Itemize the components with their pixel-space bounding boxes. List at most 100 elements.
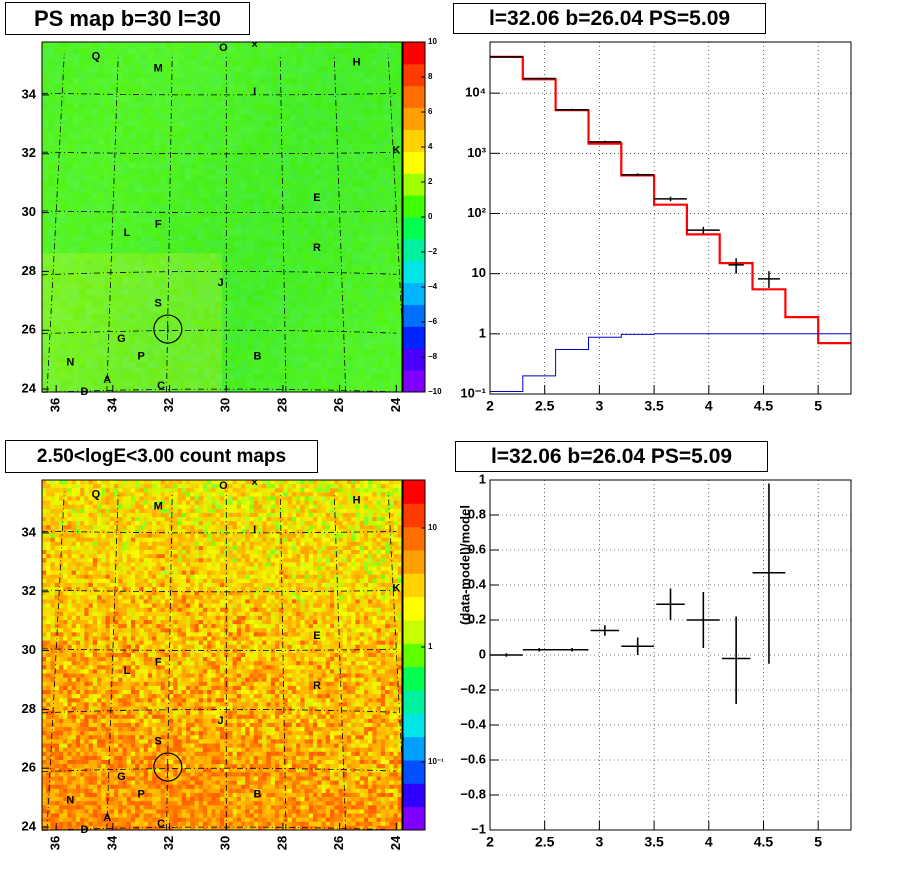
map-pixel — [296, 337, 303, 345]
map-pixel — [97, 217, 105, 224]
map-pixel — [101, 825, 106, 831]
map-pixel — [172, 144, 179, 151]
map-pixel — [240, 78, 248, 85]
map-pixel — [284, 247, 291, 254]
map-pixel — [135, 253, 142, 260]
map-pixel — [122, 241, 130, 248]
map-pixel — [141, 361, 148, 369]
map-pixel — [54, 657, 60, 662]
map-pixel — [91, 72, 99, 79]
map-pixel — [147, 42, 155, 49]
map-pixel — [109, 718, 115, 724]
map-pixel — [42, 809, 47, 814]
map-pixel — [253, 48, 260, 55]
map-pixel — [60, 120, 68, 127]
map-pixel — [42, 313, 49, 320]
map-pixel — [84, 603, 89, 608]
map-pixel — [97, 235, 105, 242]
map-pixel — [358, 126, 366, 133]
map-pixel — [75, 813, 81, 818]
map-pixel — [308, 235, 316, 242]
map-pixel — [109, 665, 115, 670]
map-pixel — [122, 54, 130, 61]
map-pixel — [240, 96, 248, 103]
map-pixel — [50, 587, 56, 592]
map-pixel — [159, 192, 167, 200]
map-pixel — [128, 162, 136, 170]
map-pixel — [85, 229, 92, 236]
map-pixel — [105, 821, 111, 827]
map-pixel — [63, 525, 68, 530]
map-pixel — [135, 325, 142, 332]
map-pixel — [54, 817, 60, 823]
map-pixel — [54, 307, 61, 314]
map-pixel — [101, 710, 106, 716]
map-pixel — [327, 102, 335, 109]
map-pixel — [116, 72, 123, 79]
map-pixel — [222, 102, 229, 109]
map-pixel — [228, 204, 235, 212]
map-pixel — [271, 277, 279, 284]
map-pixel — [259, 138, 266, 145]
map-pixel — [46, 681, 51, 687]
map-pixel — [370, 373, 378, 381]
map-pixel — [346, 355, 353, 363]
map-pixel — [110, 120, 117, 127]
map-pixel — [166, 367, 173, 375]
map-pixel — [54, 760, 60, 765]
map-pixel — [84, 492, 89, 497]
source-label: A — [103, 374, 111, 386]
map-pixel — [97, 204, 105, 212]
map-pixel — [50, 776, 56, 781]
map-pixel — [50, 500, 56, 506]
map-pixel — [80, 533, 85, 538]
map-pixel — [346, 253, 353, 260]
map-pixel — [84, 743, 89, 748]
map-pixel — [209, 289, 217, 296]
map-pixel — [253, 162, 260, 170]
map-pixel — [370, 60, 378, 67]
map-pixel — [54, 690, 60, 695]
map-pixel — [79, 325, 86, 332]
map-pixel — [42, 361, 49, 369]
map-pixel — [284, 156, 291, 163]
map-pixel — [80, 813, 85, 818]
map-pixel — [265, 138, 272, 145]
map-pixel — [73, 180, 80, 188]
map-pixel — [114, 702, 119, 707]
map-pixel — [383, 54, 390, 61]
map-pixel — [228, 319, 235, 326]
map-pixel — [66, 174, 74, 182]
map-pixel — [79, 247, 86, 254]
map-pixel — [50, 677, 56, 683]
map-pixel — [128, 114, 136, 121]
map-pixel — [308, 343, 316, 351]
map-pixel — [190, 138, 198, 145]
map-pixel — [66, 361, 74, 369]
map-pixel — [109, 615, 115, 621]
map-pixel — [203, 48, 210, 55]
map-pixel — [228, 217, 235, 224]
map-pixel — [67, 817, 72, 823]
map-pixel — [147, 138, 155, 145]
map-pixel — [296, 217, 303, 224]
map-pixel — [75, 607, 81, 613]
map-pixel — [327, 180, 335, 188]
map-pixel — [104, 343, 111, 351]
map-pixel — [364, 349, 372, 357]
map-pixel — [71, 611, 77, 617]
map-pixel — [85, 379, 92, 387]
map-pixel — [58, 817, 64, 823]
map-pixel — [190, 325, 198, 332]
map-pixel — [67, 480, 72, 485]
map-pixel — [60, 138, 68, 145]
map-pixel — [91, 259, 99, 266]
map-pixel — [88, 624, 94, 629]
map-pixel — [79, 90, 86, 97]
map-pixel — [85, 253, 92, 260]
map-pixel — [209, 373, 217, 381]
map-pixel — [50, 694, 56, 699]
map-pixel — [377, 271, 384, 278]
map-pixel — [215, 361, 223, 369]
map-pixel — [172, 379, 179, 387]
